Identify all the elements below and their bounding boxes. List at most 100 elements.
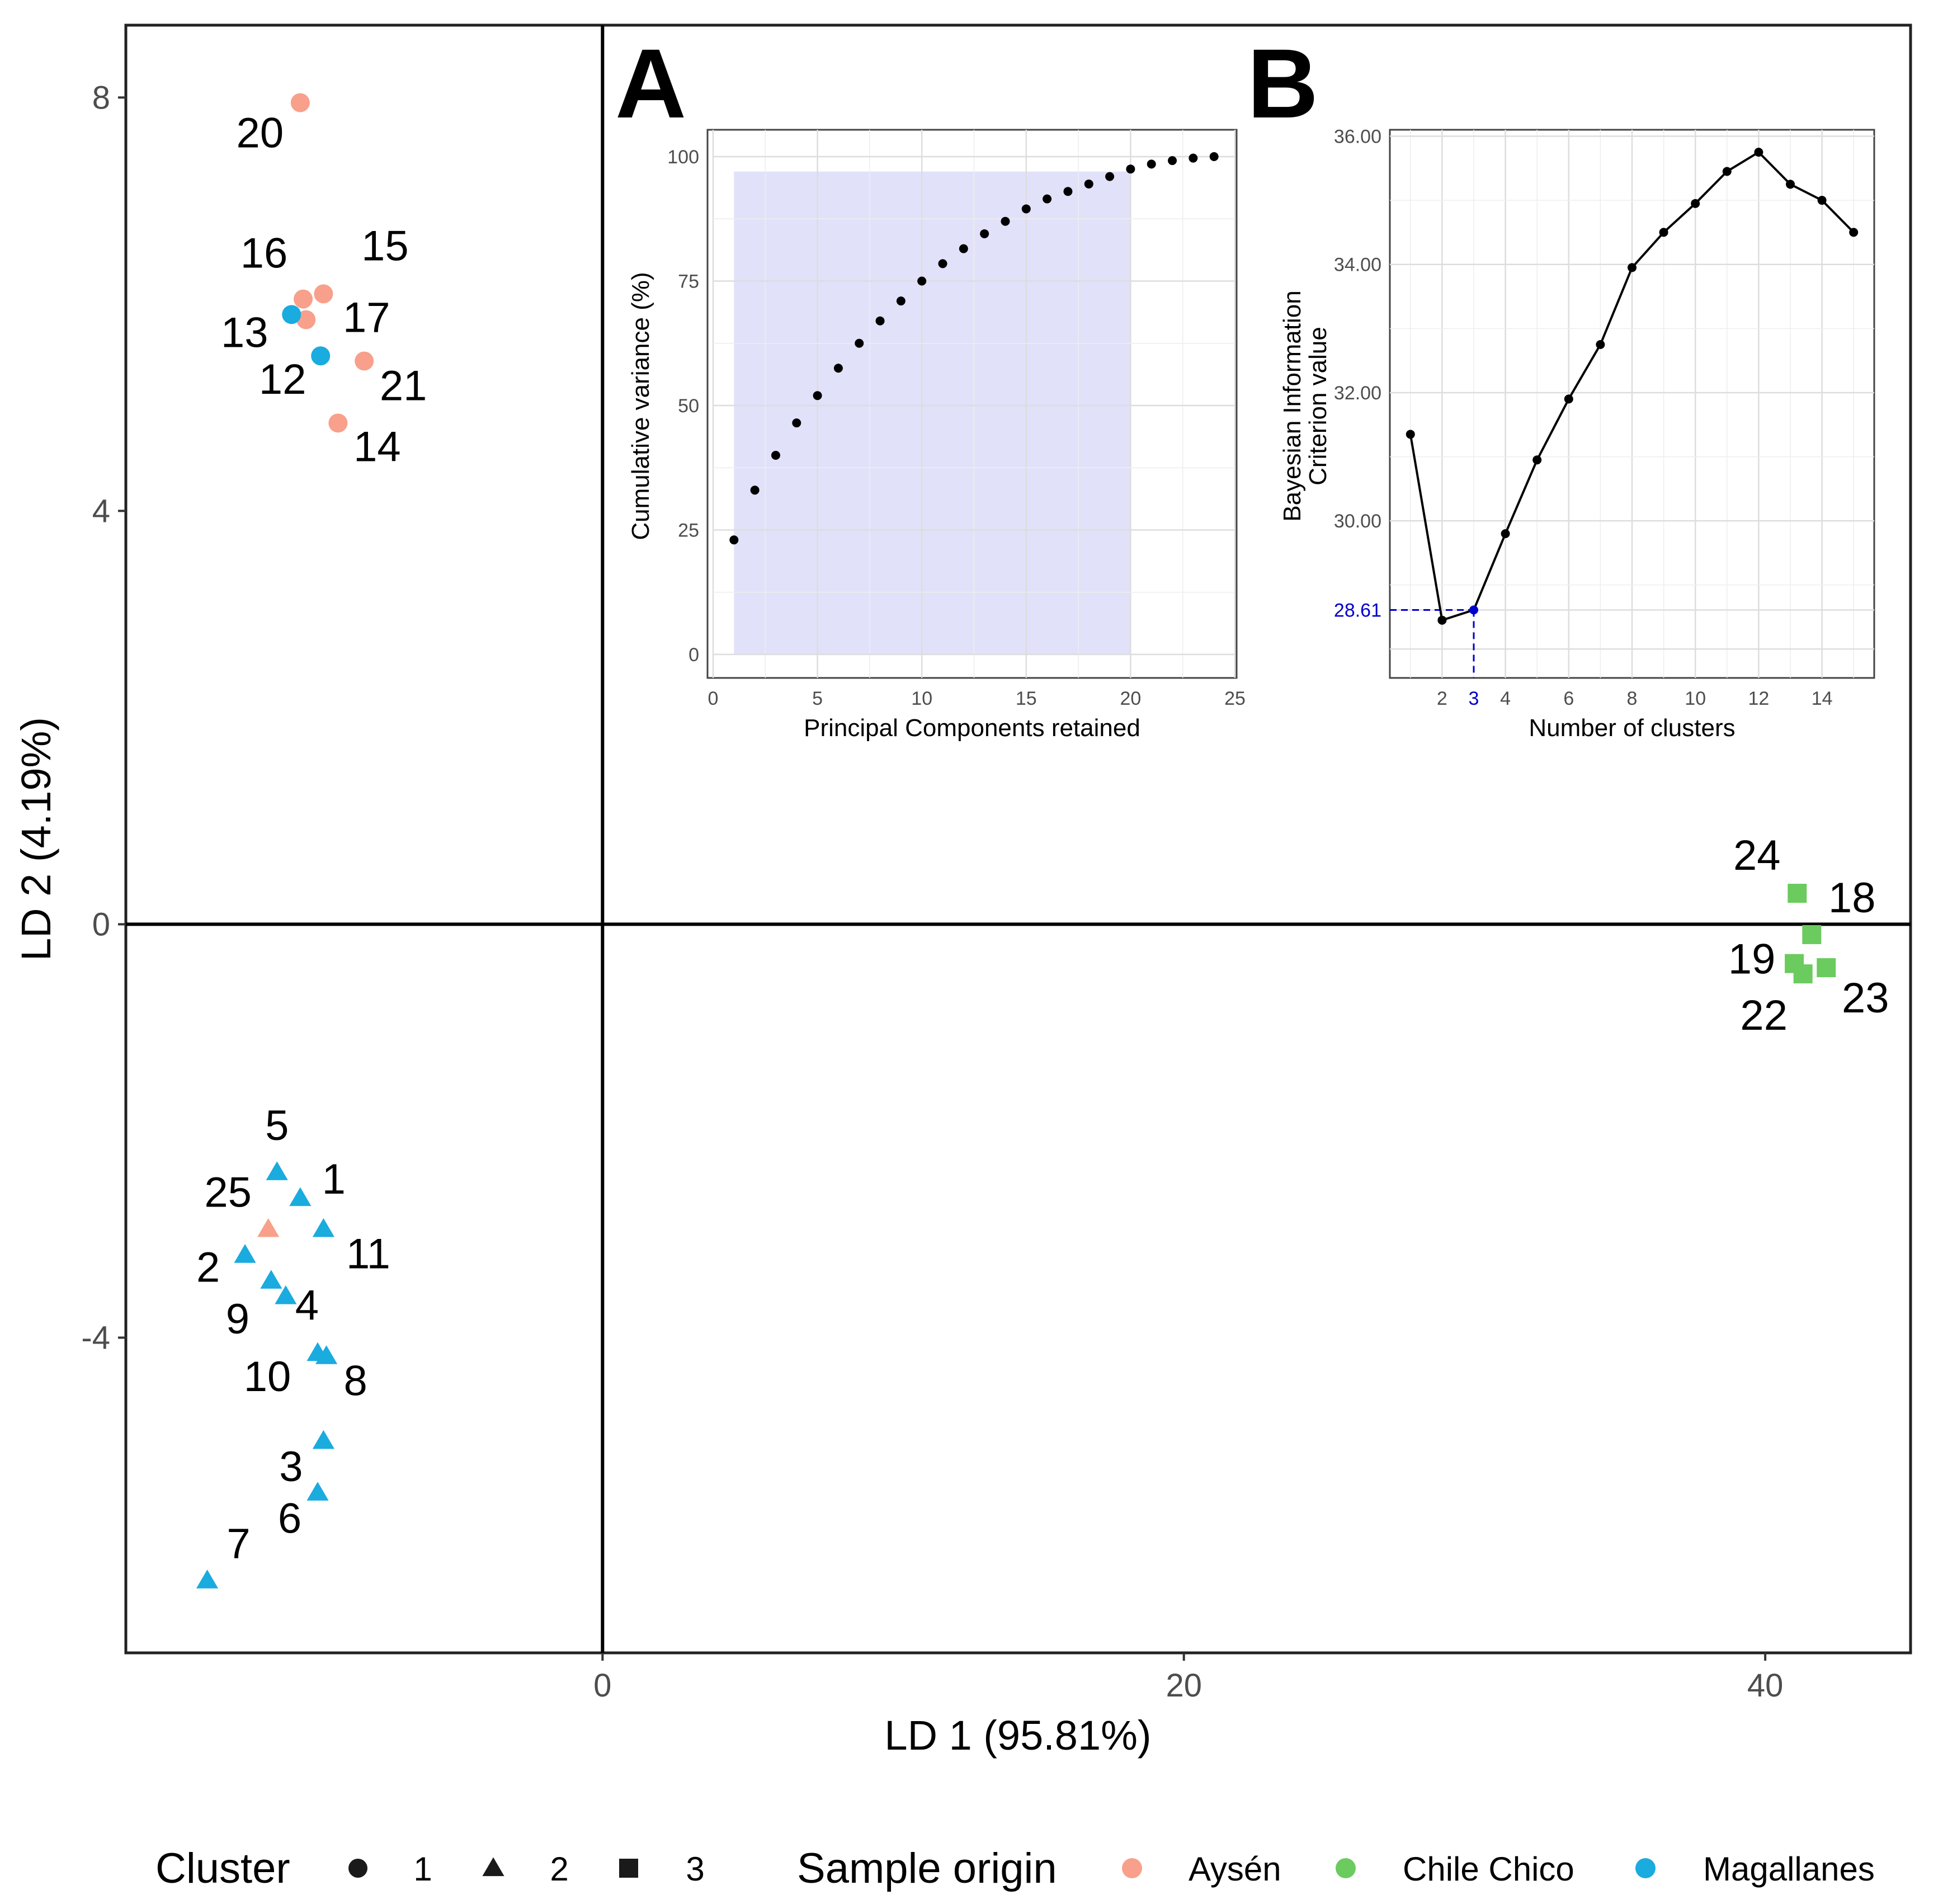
variance-point <box>959 244 968 253</box>
sample-label: 4 <box>295 1282 319 1330</box>
sample-label: 12 <box>259 356 306 403</box>
sample-label: 18 <box>1828 874 1876 922</box>
inset-a-x-tick-label: 15 <box>1016 688 1037 709</box>
bic-point <box>1532 455 1542 465</box>
variance-point <box>1021 204 1031 214</box>
inset-b-x-tick-label: 12 <box>1748 688 1769 709</box>
inset-b-y-tick-label: 34.00 <box>1334 255 1381 276</box>
variance-point <box>896 296 906 306</box>
sample-point <box>1817 958 1836 978</box>
sample-point <box>355 351 374 371</box>
bic-point <box>1659 228 1668 237</box>
sample-point <box>314 284 333 304</box>
bic-point <box>1817 196 1827 205</box>
inset-a-y-tick-label: 100 <box>667 147 699 168</box>
inset-a-y-tick-label: 0 <box>688 644 699 666</box>
data-points <box>196 93 1836 1589</box>
inset-b-x-title: Number of clusters <box>1529 714 1735 742</box>
inset-a-x-tick-label: 20 <box>1120 688 1141 709</box>
variance-point <box>875 316 885 326</box>
sample-label: 3 <box>279 1443 303 1491</box>
legend-label-origin: Magallanes <box>1703 1850 1875 1888</box>
legend-key-origin <box>1336 1858 1356 1878</box>
variance-point <box>938 259 947 268</box>
variance-point <box>1209 152 1219 161</box>
inset-a: A 0 5 10 15 20 25 0 25 50 75 100 Principal Compone… <box>615 29 1246 742</box>
legend-label-cluster: 1 <box>413 1850 432 1888</box>
variance-point <box>1147 159 1156 169</box>
sample-label: 7 <box>227 1520 250 1568</box>
sample-label: 10 <box>244 1353 291 1401</box>
bic-curve <box>1406 148 1859 625</box>
sample-label: 9 <box>226 1295 249 1343</box>
inset-a-y-tick-label: 75 <box>678 271 699 293</box>
variance-point <box>813 391 822 400</box>
x-axis-title: LD 1 (95.81%) <box>884 1712 1151 1759</box>
sample-point <box>311 346 331 366</box>
variance-point <box>792 418 801 428</box>
inset-b-x-tick-label: 4 <box>1500 688 1511 709</box>
inset-a-y-title: Cumulative variance (%) <box>627 272 654 540</box>
inset-a-grid <box>712 130 1236 678</box>
inset-b-x-tick-label: 14 <box>1812 688 1833 709</box>
sample-point <box>1793 964 1813 984</box>
sample-point <box>257 1218 280 1237</box>
sample-label: 5 <box>265 1102 289 1149</box>
sample-point <box>196 1570 219 1589</box>
y-tick-label: 4 <box>92 493 110 529</box>
variance-point <box>1063 187 1073 196</box>
legend-title-origin: Sample origin <box>797 1845 1057 1892</box>
inset-b-y-tick-label: 32.00 <box>1334 383 1381 404</box>
sample-label: 2 <box>196 1244 220 1292</box>
sample-point <box>289 1187 312 1207</box>
x-axis-ticks: 0 20 40 <box>593 1653 1783 1704</box>
y-tick-label: 0 <box>92 906 110 942</box>
reference-lines <box>126 25 1911 1653</box>
inset-b-ticks: 2 3 4 6 8 10 12 14 30.00 32.00 34.00 36.00 28.61 <box>1334 126 1833 709</box>
inset-a-y-tick-label: 25 <box>678 520 699 541</box>
bic-point <box>1437 615 1447 625</box>
legend-key-origin <box>1635 1858 1656 1878</box>
bic-point <box>1564 394 1573 404</box>
sample-label: 6 <box>278 1495 301 1543</box>
inset-a-x-tick-label: 10 <box>911 688 932 709</box>
sample-label: 24 <box>1733 832 1781 879</box>
retained-region <box>734 171 1131 654</box>
sample-point <box>266 1161 288 1180</box>
inset-a-x-tick-label: 5 <box>812 688 823 709</box>
sample-point <box>282 305 301 324</box>
sample-label: 20 <box>237 110 284 157</box>
variance-point <box>750 486 760 495</box>
variance-point <box>1189 153 1198 163</box>
sample-label: 15 <box>361 222 409 270</box>
bic-point <box>1406 430 1415 439</box>
sample-point <box>328 413 348 433</box>
variance-point <box>1168 156 1177 166</box>
sample-point <box>275 1285 297 1304</box>
sample-label: 11 <box>346 1230 390 1278</box>
variance-point <box>917 276 927 286</box>
panel-label-b: B <box>1247 29 1318 139</box>
variance-point <box>1084 179 1093 188</box>
x-tick-label: 40 <box>1747 1667 1784 1704</box>
inset-b-x-tick-label: 8 <box>1627 688 1638 709</box>
bic-point <box>1628 263 1637 272</box>
legend-title-cluster: Cluster <box>155 1845 290 1892</box>
y-tick-label: 8 <box>92 79 110 116</box>
legend-label-cluster: 3 <box>686 1850 704 1888</box>
variance-point <box>833 364 843 373</box>
inset-a-x-tick-label: 25 <box>1224 688 1246 709</box>
y-tick-label: -4 <box>81 1319 110 1356</box>
inset-b-y-tick-label: 30.00 <box>1334 511 1381 532</box>
retained-region-rect <box>734 171 1131 654</box>
legend-label-cluster: 2 <box>550 1850 568 1888</box>
sample-label: 8 <box>343 1358 367 1405</box>
legend: Cluster 1 2 3 Sample origin Aysén Chile Chico M… <box>155 1845 1875 1892</box>
bic-point <box>1722 167 1732 176</box>
legend-key-cluster <box>619 1859 638 1878</box>
bic-point <box>1754 148 1763 157</box>
sample-point <box>315 1345 338 1364</box>
sample-label: 17 <box>343 294 390 342</box>
